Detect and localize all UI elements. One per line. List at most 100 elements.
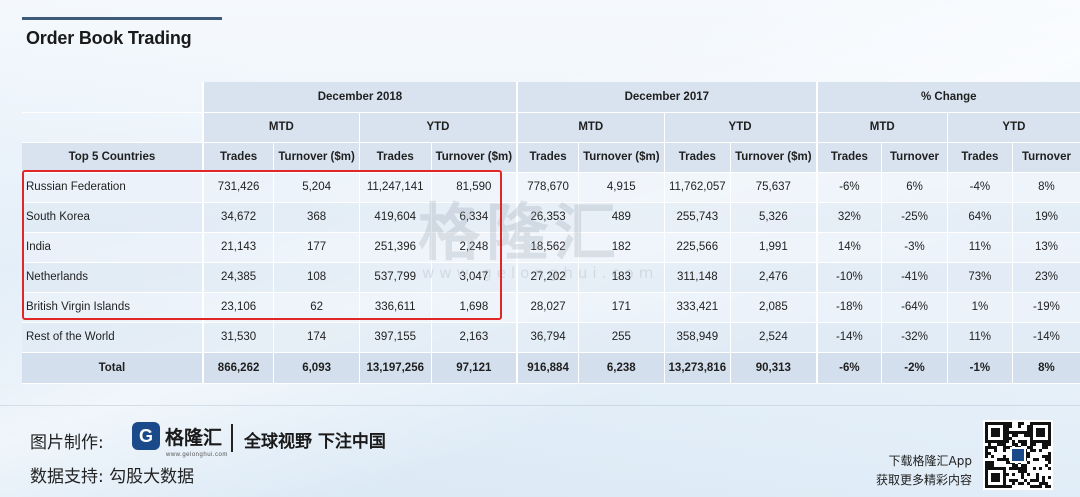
qr-module xyxy=(1027,428,1030,431)
table-cell: -19% xyxy=(1011,292,1080,323)
table-cell: 32% xyxy=(815,202,882,233)
qr-module xyxy=(1042,443,1045,446)
qr-module xyxy=(1024,434,1027,437)
qr-module xyxy=(985,464,988,467)
qr-module xyxy=(1006,431,1009,434)
table-cell: 5,326 xyxy=(730,202,817,233)
qr-module xyxy=(1006,458,1009,461)
qr-code-graphic xyxy=(985,422,1051,488)
qr-module xyxy=(991,455,994,458)
qr-module xyxy=(994,449,997,452)
table-cell: 183 xyxy=(578,262,665,293)
qr-module xyxy=(1006,437,1009,440)
table-cell: -32% xyxy=(881,322,948,353)
qr-module xyxy=(1039,485,1042,488)
qr-module xyxy=(1018,467,1021,470)
qr-module xyxy=(1009,479,1012,482)
qr-module xyxy=(1048,485,1051,488)
qr-module xyxy=(1048,455,1051,458)
logo-url: www.gelonghui.com xyxy=(166,452,228,458)
qr-module xyxy=(1024,443,1027,446)
qr-module xyxy=(1006,425,1009,428)
table-cell: 23,106 xyxy=(201,292,274,323)
qr-module xyxy=(997,443,1000,446)
table-cell: 4,915 xyxy=(578,172,665,203)
qr-module xyxy=(1021,431,1024,434)
table-cell: 311,148 xyxy=(663,262,731,293)
table-cell: 177 xyxy=(273,232,360,263)
table-cell: 182 xyxy=(578,232,665,263)
qr-module xyxy=(1033,485,1036,488)
table-cell: -6% xyxy=(815,172,882,203)
qr-module xyxy=(1039,467,1042,470)
table-cell: -41% xyxy=(881,262,948,293)
column-header: Turnover ($m) xyxy=(273,142,360,173)
qr-module xyxy=(1003,455,1006,458)
group-header: YTD xyxy=(358,112,518,143)
qr-module xyxy=(985,455,988,458)
total-cell: 97,121 xyxy=(430,352,518,384)
table-cell: 5,204 xyxy=(273,172,360,203)
group-header: MTD xyxy=(516,112,665,143)
table-cell: 11,247,141 xyxy=(358,172,432,203)
qr-module xyxy=(1033,458,1036,461)
app-promo-text: 获取更多精彩内容 xyxy=(875,473,972,487)
qr-module xyxy=(1009,431,1012,434)
qr-module xyxy=(1012,431,1015,434)
qr-module xyxy=(1036,485,1039,488)
table-cell: 11,762,057 xyxy=(663,172,731,203)
qr-module xyxy=(1039,449,1042,452)
qr-module xyxy=(1024,479,1027,482)
table-cell: 2,085 xyxy=(730,292,817,323)
group-header: MTD xyxy=(201,112,360,143)
corner-cell xyxy=(22,82,203,113)
qr-module xyxy=(1012,473,1015,476)
qr-module xyxy=(1003,458,1006,461)
table-cell: 11% xyxy=(946,232,1013,263)
qr-module xyxy=(1024,467,1027,470)
table-cell: 62 xyxy=(273,292,360,323)
table-cell: 23% xyxy=(1011,262,1080,293)
qr-module xyxy=(1027,434,1030,437)
footer-divider xyxy=(0,405,1080,406)
qr-module xyxy=(1033,449,1036,452)
column-header: Trades xyxy=(516,142,579,173)
column-header: Trades xyxy=(815,142,882,173)
table-cell: 75,637 xyxy=(730,172,817,203)
qr-module xyxy=(1033,443,1036,446)
qr-module xyxy=(1036,428,1045,437)
column-header: Trades xyxy=(201,142,274,173)
table-cell: 419,604 xyxy=(358,202,432,233)
qr-module xyxy=(1012,440,1015,443)
qr-module xyxy=(1048,461,1051,464)
table-cell: -4% xyxy=(946,172,1013,203)
table-cell: 489 xyxy=(578,202,665,233)
first-column-header: Top 5 Countries xyxy=(22,142,203,173)
qr-module xyxy=(991,428,1000,437)
table-cell: 13% xyxy=(1011,232,1080,263)
total-cell: -2% xyxy=(881,352,948,384)
qr-module xyxy=(991,473,1000,482)
table-cell: 24,385 xyxy=(201,262,274,293)
qr-module xyxy=(988,452,991,455)
table-cell: 255 xyxy=(578,322,665,353)
total-row: Total 866,262 6,093 13,197,256 97,121 916,884… xyxy=(22,352,1080,384)
qr-code-icon[interactable] xyxy=(983,420,1053,490)
table-cell: 336,611 xyxy=(358,292,432,323)
qr-module xyxy=(1048,458,1051,461)
qr-module xyxy=(1000,443,1003,446)
table-cell: -3% xyxy=(881,232,948,263)
table-row: British Virgin Islands 23,106 62 336,611 1,6… xyxy=(22,292,1080,323)
qr-module xyxy=(1021,482,1024,485)
qr-module xyxy=(1015,434,1018,437)
row-label: India xyxy=(22,232,203,263)
period-header-row: December 2018 December 2017 % Change xyxy=(22,82,1080,113)
qr-module xyxy=(1030,479,1033,482)
table-cell: 2,163 xyxy=(430,322,518,353)
logo-text: 格隆汇 xyxy=(165,426,223,449)
table-cell: 225,566 xyxy=(663,232,731,263)
qr-module xyxy=(1042,455,1045,458)
qr-module xyxy=(1039,482,1042,485)
qr-module xyxy=(1048,452,1051,455)
brand-logo: G 格隆汇 xyxy=(132,422,222,450)
